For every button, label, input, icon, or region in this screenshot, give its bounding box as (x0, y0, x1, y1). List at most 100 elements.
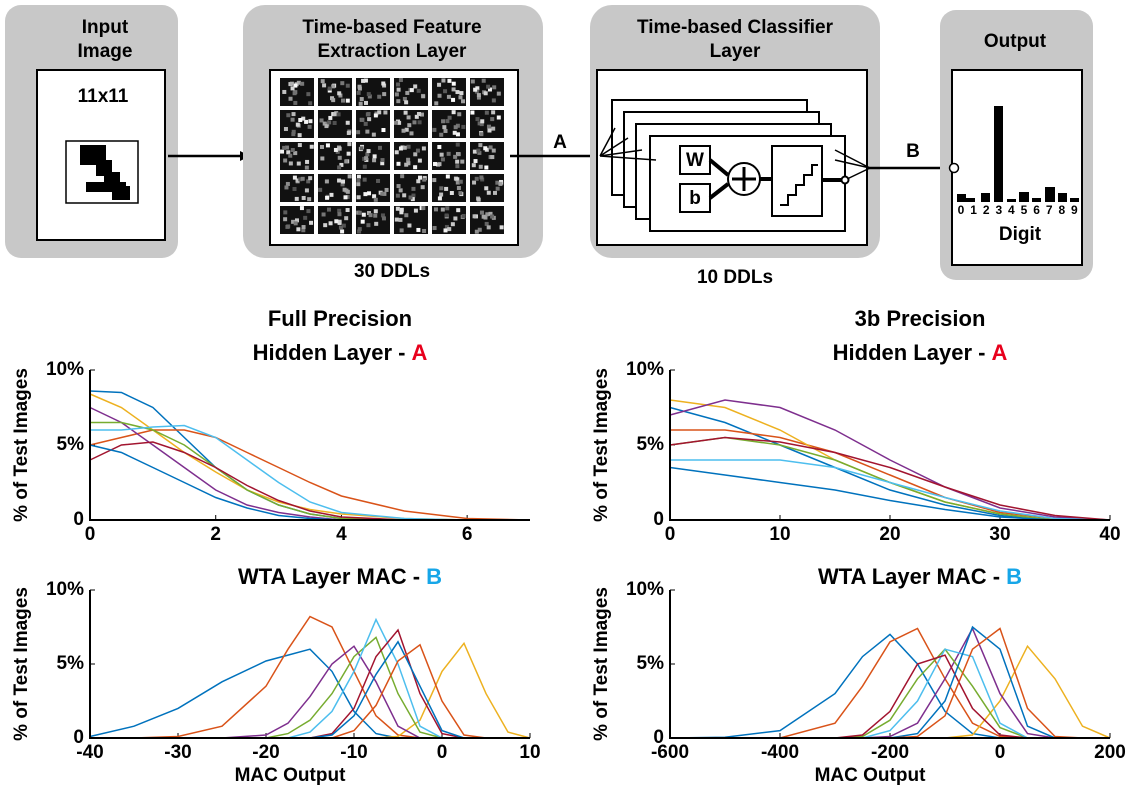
feature-pixel (439, 133, 443, 137)
feature-pixel (360, 97, 364, 101)
feature-pixel (372, 133, 376, 137)
feature-pixel (366, 112, 370, 116)
series-line (90, 643, 530, 738)
feature-pixel (472, 181, 476, 185)
feature-pixel (395, 218, 399, 222)
digit-label: 3 (995, 203, 1002, 217)
feature-pixel (404, 163, 408, 167)
feature-pixel (406, 158, 410, 162)
feature-pixel (447, 152, 451, 156)
feature-pixel (318, 188, 322, 192)
feature-pixel (479, 175, 483, 179)
feature-pixel (487, 129, 491, 133)
feature-pixel (484, 91, 488, 95)
feature-pixel (339, 226, 343, 230)
feature-pixel (380, 158, 384, 162)
feature-pixel (367, 191, 371, 195)
feature-pixel (397, 184, 401, 188)
feature-pixel (284, 185, 288, 189)
feature-pixel (295, 197, 299, 201)
feature-pixel (404, 213, 408, 217)
feature-pixel (456, 208, 460, 212)
feature-pixel (374, 209, 378, 213)
x-tick-label: 40 (1099, 524, 1120, 545)
feature-pixel (417, 89, 421, 93)
feature-pixel (444, 228, 448, 232)
feature-pixel (346, 121, 350, 125)
feature-pixel (374, 198, 378, 202)
feature-pixel (376, 179, 380, 183)
feature-pixel (325, 196, 329, 200)
feature-pixel (439, 186, 443, 190)
input-title: Image (78, 41, 133, 62)
y-tick-label: 0 (73, 509, 84, 530)
feature-pixel (373, 154, 377, 158)
feature-pixel (284, 127, 288, 131)
feature-pixel (444, 129, 448, 133)
feature-pixel (434, 101, 438, 105)
feature-pixel (477, 198, 481, 202)
feature-pixel (288, 154, 292, 158)
feature-pixel (459, 180, 463, 184)
series-line (90, 391, 530, 520)
feature-pixel (476, 149, 480, 153)
feature-pixel (331, 98, 335, 102)
feature-pixel (473, 214, 477, 218)
feature-pixel (400, 228, 404, 232)
feature-pixel (286, 182, 290, 186)
feature-pixel (484, 186, 488, 190)
feature-pixel (337, 179, 341, 183)
feature-pixel (300, 82, 304, 86)
digit-label: 4 (1008, 203, 1015, 217)
feature-pixel (491, 110, 495, 114)
feature-pixel (434, 207, 438, 211)
feature-pixel (326, 143, 330, 147)
series-line (90, 646, 530, 738)
feature-pixel (394, 121, 398, 125)
feature-pixel (341, 180, 345, 184)
feature-pixel (356, 182, 360, 186)
feature-pixel (367, 117, 371, 121)
feature-pixel (337, 209, 341, 213)
x-tick-label: 0 (995, 742, 1006, 763)
digit-label: 2 (983, 203, 990, 217)
feature-pixel (490, 155, 494, 159)
feature-pixel (396, 194, 400, 198)
feature-pixel (293, 187, 297, 191)
feature-pixel (500, 225, 504, 229)
feature-pixel (298, 118, 302, 122)
feature-pixel (378, 146, 382, 150)
feature-pixel (480, 119, 484, 123)
feature-pixel (308, 101, 312, 105)
feature-pixel (340, 81, 344, 85)
y-axis-label: % of Test Images (11, 587, 32, 741)
x-tick-label: -30 (164, 742, 191, 763)
feature-pixel (407, 123, 411, 127)
chart-title: WTA Layer MAC -B (238, 564, 442, 589)
feature-pixel (291, 86, 295, 90)
feature-pixel (450, 191, 454, 195)
feature-pixel (418, 120, 422, 124)
feature-pixel (346, 84, 350, 88)
feature-pixel (438, 94, 442, 98)
feature-pixel (446, 174, 450, 178)
y-tick-label: 5% (57, 653, 85, 674)
feature-pixel (410, 88, 414, 92)
feature-pixel (403, 146, 407, 150)
feature-pixel (385, 188, 389, 192)
y-tick-label: 10% (46, 579, 84, 600)
feature-pixel (399, 146, 403, 150)
chart-supertitle: 3b Precision (855, 306, 986, 331)
feature-pixel (487, 191, 491, 195)
feature-pixel (473, 150, 477, 154)
feature-pixel (331, 84, 335, 88)
feature-pixel (346, 190, 350, 194)
y-tick-label: 5% (637, 434, 665, 455)
x-tick-label: 2 (210, 524, 221, 545)
feature-pixel (293, 91, 297, 95)
feature-pixel (438, 196, 442, 200)
feature-pixel (296, 123, 300, 127)
feature-pixel (413, 84, 417, 88)
feature-pixel (454, 125, 458, 129)
digit-label: 5 (1021, 203, 1028, 217)
